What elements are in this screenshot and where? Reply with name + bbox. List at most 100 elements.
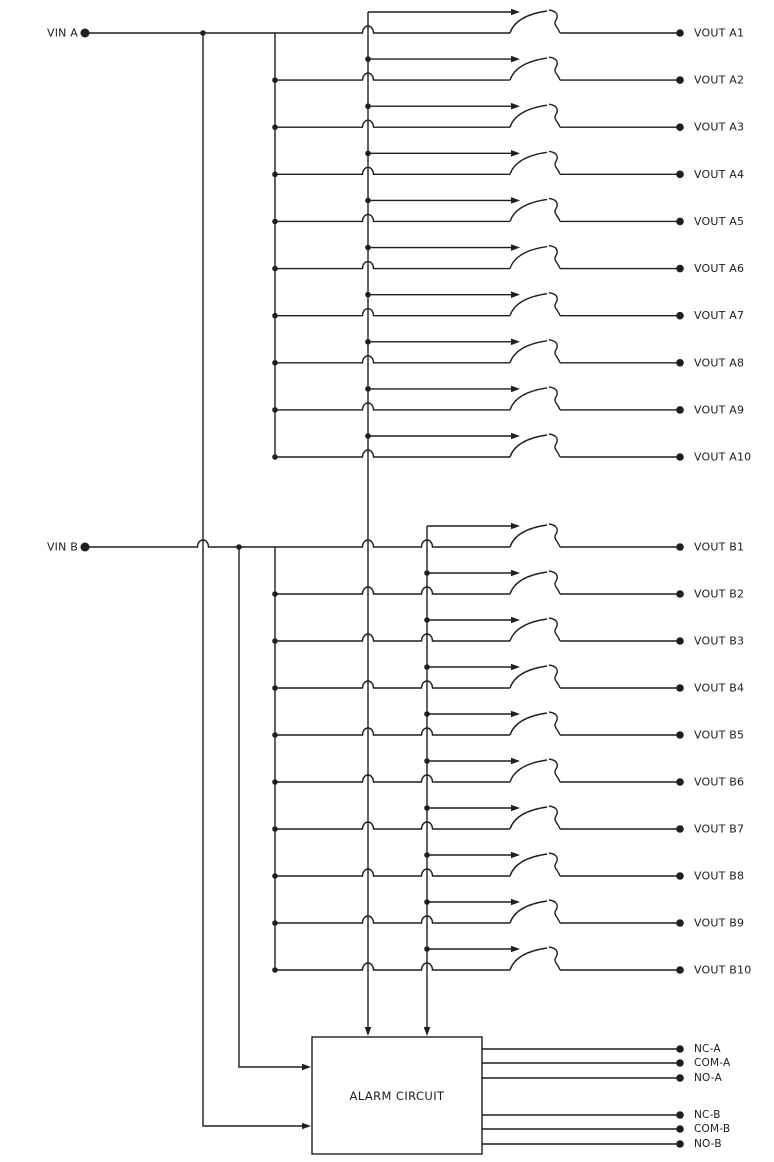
control-bus-b-arrowhead xyxy=(423,1027,431,1036)
vout-label-a9: VOUT A9 xyxy=(694,403,744,416)
breaker-control-arrow-b2 xyxy=(511,569,520,577)
vout-terminal-dot-a8 xyxy=(676,358,684,367)
power-bus-a-junction-dot xyxy=(272,407,278,413)
vout-label-b3: VOUT B3 xyxy=(694,635,744,648)
vout-terminal-dot-a5 xyxy=(676,217,684,226)
power-bus-b-junction-dot xyxy=(272,873,278,879)
vout-label-b8: VOUT B8 xyxy=(694,870,744,883)
power-bus-a-junction-dot xyxy=(272,171,278,178)
breaker-control-arrow-b4 xyxy=(511,663,520,671)
power-bus-a-junction-dot xyxy=(272,218,278,225)
breaker-control-arrow-a2 xyxy=(511,55,520,63)
vout-terminal-dot-a1 xyxy=(676,29,684,37)
circuit-breaker-a5-trip-element xyxy=(548,197,561,222)
vout-terminal-dot-b8 xyxy=(676,872,684,880)
vout-terminal-dot-b4 xyxy=(676,684,684,692)
alarm-sense-arrow-a xyxy=(302,1122,311,1130)
circuit-breaker-a7-arc xyxy=(509,292,548,316)
circuit-breaker-a8-trip-element xyxy=(548,339,561,364)
channel-row-a2 xyxy=(275,72,510,81)
vout-label-a4: VOUT A4 xyxy=(694,168,744,181)
vout-terminal-dot-a6 xyxy=(676,264,684,273)
alarm-sense-line-a xyxy=(202,33,303,1127)
circuit-breaker-a2-trip-element xyxy=(548,56,561,81)
circuit-breaker-b1-trip-element xyxy=(548,523,561,548)
vout-label-b9: VOUT B9 xyxy=(694,917,744,930)
circuit-breaker-b4-arc xyxy=(509,665,548,689)
circuit-breaker-b5-trip-element xyxy=(548,711,561,736)
vout-terminal-dot-a9 xyxy=(676,406,684,414)
circuit-breaker-a9-arc xyxy=(509,387,548,411)
vout-terminal-dot-b5 xyxy=(676,731,684,739)
vout-label-a7: VOUT A7 xyxy=(694,309,744,322)
channel-row-a7 xyxy=(275,307,510,317)
circuit-breaker-b9-trip-element xyxy=(548,899,561,924)
vout-terminal-dot-b7 xyxy=(676,825,684,833)
circuit-breaker-a7-trip-element xyxy=(548,291,561,316)
alarm-circuit-label: ALARM CIRCUIT xyxy=(350,1089,445,1103)
power-bus-a-junction-dot xyxy=(272,77,278,83)
circuit-breaker-b4-trip-element xyxy=(548,664,561,689)
vout-label-a10: VOUT A10 xyxy=(694,451,751,464)
channel-row-a3 xyxy=(275,119,510,128)
breaker-control-arrow-b3 xyxy=(511,616,520,624)
circuit-breaker-b10-arc xyxy=(509,947,548,971)
vin-a-label: VIN A xyxy=(47,27,78,40)
breaker-control-arrow-a5 xyxy=(511,197,520,204)
circuit-breaker-b1-arc xyxy=(509,524,548,548)
relay-label-2: NO-A xyxy=(694,1072,723,1084)
vout-terminal-dot-a4 xyxy=(676,170,684,179)
power-bus-b-junction-dot xyxy=(272,779,278,785)
vout-label-a5: VOUT A5 xyxy=(694,215,744,228)
vout-terminal-dot-b2 xyxy=(676,590,684,598)
power-bus-b-junction-dot xyxy=(272,732,278,738)
circuit-breaker-a3-arc xyxy=(509,104,548,128)
vout-terminal-dot-a3 xyxy=(676,123,684,132)
channel-row-a10 xyxy=(275,449,510,458)
vin-a-terminal-dot xyxy=(80,28,90,38)
circuit-breaker-b2-trip-element xyxy=(548,570,561,595)
breaker-control-arrow-a4 xyxy=(511,150,520,157)
breaker-control-arrow-a7 xyxy=(511,291,520,298)
relay-label-4: COM-B xyxy=(694,1123,730,1135)
circuit-breaker-a6-trip-element xyxy=(548,244,561,269)
channel-row-a9 xyxy=(275,402,510,411)
vout-label-b1: VOUT B1 xyxy=(694,541,744,554)
breaker-control-arrow-a10 xyxy=(511,432,520,440)
channel-row-a8 xyxy=(275,355,510,364)
vout-label-b4: VOUT B4 xyxy=(694,682,744,695)
vout-label-b6: VOUT B6 xyxy=(694,776,744,789)
power-bus-b-junction-dot xyxy=(272,967,278,973)
breaker-control-arrow-a6 xyxy=(511,244,520,251)
channel-row-b7 xyxy=(275,821,510,830)
circuit-breaker-b8-trip-element xyxy=(548,852,561,877)
breaker-control-arrow-b10 xyxy=(511,945,520,953)
vout-terminal-dot-b6 xyxy=(676,778,684,786)
control-bus-a-arrowhead xyxy=(364,1027,372,1036)
channel-row-b2 xyxy=(275,586,510,595)
circuit-breaker-b10-trip-element xyxy=(548,946,561,971)
breaker-control-arrow-b5 xyxy=(511,710,520,718)
channel-row-b5 xyxy=(275,727,510,736)
breaker-control-arrow-a1 xyxy=(511,8,520,16)
relay-terminal-dot-2 xyxy=(676,1074,684,1082)
vin-b-line xyxy=(85,539,510,548)
power-bus-a-junction-dot xyxy=(272,124,278,131)
circuit-breaker-a4-arc xyxy=(509,151,548,175)
circuit-breaker-a1-trip-element xyxy=(548,9,561,34)
power-bus-b-junction-dot xyxy=(272,826,278,832)
channel-row-b9 xyxy=(275,915,510,924)
channel-row-b3 xyxy=(275,633,510,642)
alarm-sense-line-b xyxy=(238,547,303,1068)
circuit-breaker-b3-trip-element xyxy=(548,617,561,642)
circuit-breaker-b3-arc xyxy=(509,618,548,642)
vout-label-b10: VOUT B10 xyxy=(694,964,751,977)
channel-row-a6 xyxy=(275,260,510,270)
vout-label-a1: VOUT A1 xyxy=(694,27,744,40)
circuit-breaker-b5-arc xyxy=(509,712,548,736)
circuit-breaker-a3-trip-element xyxy=(548,103,561,128)
vout-terminal-dot-a2 xyxy=(676,76,684,84)
channel-row-b8 xyxy=(275,868,510,877)
circuit-breaker-b2-arc xyxy=(509,571,548,595)
